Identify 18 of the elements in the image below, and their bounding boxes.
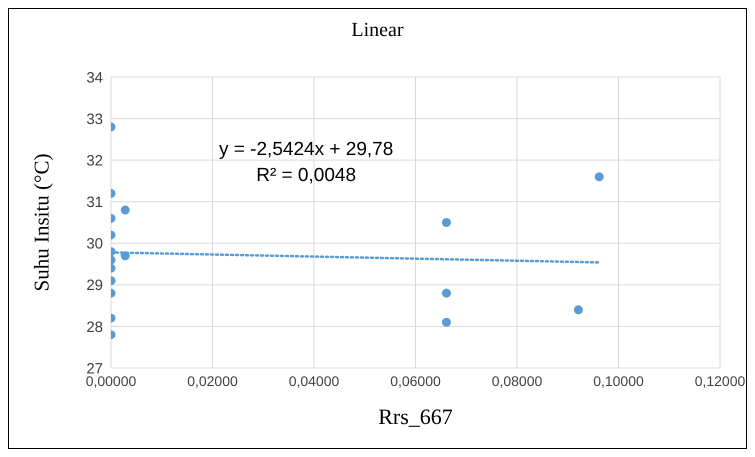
x-tick-label: 0,06000 — [390, 372, 442, 389]
y-tick-label: 34 — [86, 69, 103, 86]
y-axis-title: Suhu Insitu (°C) — [29, 154, 54, 292]
x-tick-label: 0,12000 — [694, 372, 746, 389]
x-tick-label: 0,10000 — [593, 372, 644, 389]
y-tick-label: 30 — [86, 236, 103, 253]
chart-title: Linear — [350, 19, 405, 42]
annotation: y = -2,5424x + 29,78 — [219, 138, 394, 162]
y-tick-label: 28 — [86, 318, 103, 336]
y-tick-label: 32 — [86, 152, 103, 170]
y-tick-label: 33 — [86, 110, 103, 128]
x-tick-label: 0,08000 — [492, 372, 543, 389]
annotation: R² = 0,0048 — [255, 164, 358, 188]
x-axis-title: Rrs_667 — [378, 404, 453, 429]
y-tick-label: 29 — [86, 277, 103, 294]
x-tick-label: 0,02000 — [187, 372, 238, 389]
y-tick-label: 31 — [86, 194, 103, 212]
x-tick-label: 0,04000 — [288, 372, 340, 389]
